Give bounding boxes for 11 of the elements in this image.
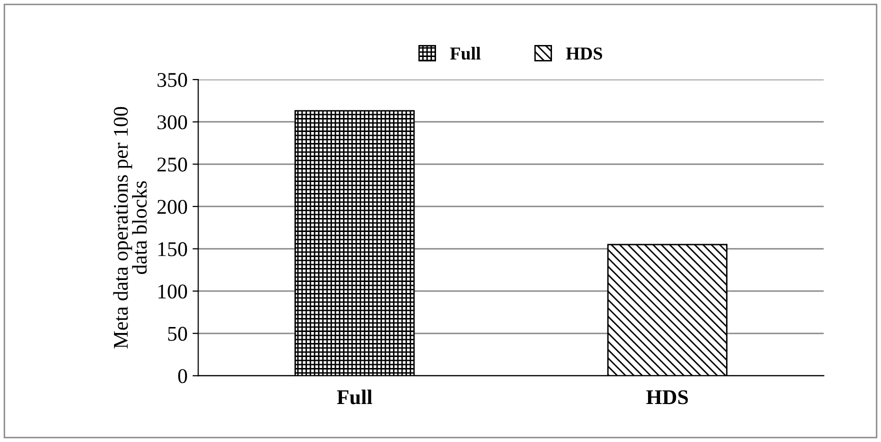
y-tick-label: 250 — [157, 158, 188, 172]
y-tick-label: 350 — [158, 72, 188, 87]
y-tick-label: 200 — [157, 200, 188, 214]
y-tick-label: 150 — [158, 242, 188, 256]
y-tick-label: 100 — [158, 284, 188, 299]
y-tick-label: 0 — [178, 369, 188, 384]
legend-label: Full — [450, 46, 481, 60]
y-tick-label: 50 — [168, 326, 188, 341]
legend-label: HDS — [566, 48, 602, 60]
y-axis-title: Meta data operations per 100 data blocks — [113, 106, 147, 349]
y-tick-label: 300 — [158, 115, 188, 130]
